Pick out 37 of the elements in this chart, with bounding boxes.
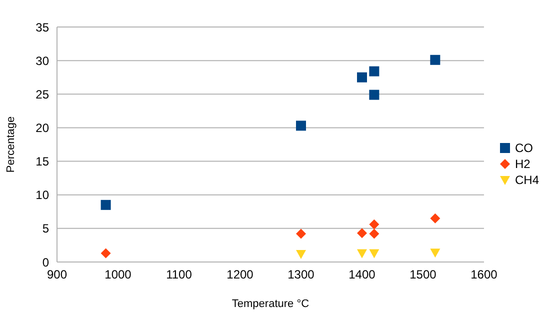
x-tick-label: 1000 — [104, 268, 132, 282]
point — [356, 72, 367, 82]
x-tick-label: 1400 — [348, 268, 376, 282]
x-tick-label: 1100 — [166, 268, 192, 282]
point — [369, 90, 380, 100]
y-tick-label: 20 — [36, 120, 50, 135]
point — [296, 250, 306, 259]
point — [356, 249, 367, 258]
x-tick-label: 1500 — [410, 268, 437, 282]
point — [369, 66, 380, 76]
y-tick-label: 5 — [42, 222, 50, 236]
point — [430, 213, 440, 224]
point — [430, 54, 440, 65]
legend-label: CO — [514, 140, 533, 154]
point — [356, 228, 367, 238]
x-tick-label: 1300 — [288, 268, 315, 282]
point — [369, 249, 380, 258]
point — [296, 228, 306, 239]
x-axis-title: Temperature °C — [232, 298, 310, 310]
y-tick-label: 25 — [36, 87, 50, 102]
x-tick-label: 900 — [46, 268, 68, 282]
point — [100, 248, 111, 258]
y-axis-title: Percentage — [4, 116, 17, 173]
point — [100, 200, 111, 210]
y-tick-label: 35 — [36, 20, 50, 34]
x-tick-label: 1200 — [226, 268, 254, 282]
y-tick-label: 10 — [36, 188, 50, 202]
y-tick-label: 0 — [42, 255, 50, 270]
point — [369, 219, 380, 230]
y-tick-label: 30 — [36, 54, 50, 68]
point — [430, 248, 440, 258]
legend-label: H2 — [514, 156, 530, 170]
x-tick-label: 1600 — [470, 268, 498, 282]
legend-label: CH4 — [514, 172, 539, 186]
point — [296, 120, 306, 131]
y-tick-label: 15 — [36, 154, 50, 169]
point — [369, 228, 380, 239]
